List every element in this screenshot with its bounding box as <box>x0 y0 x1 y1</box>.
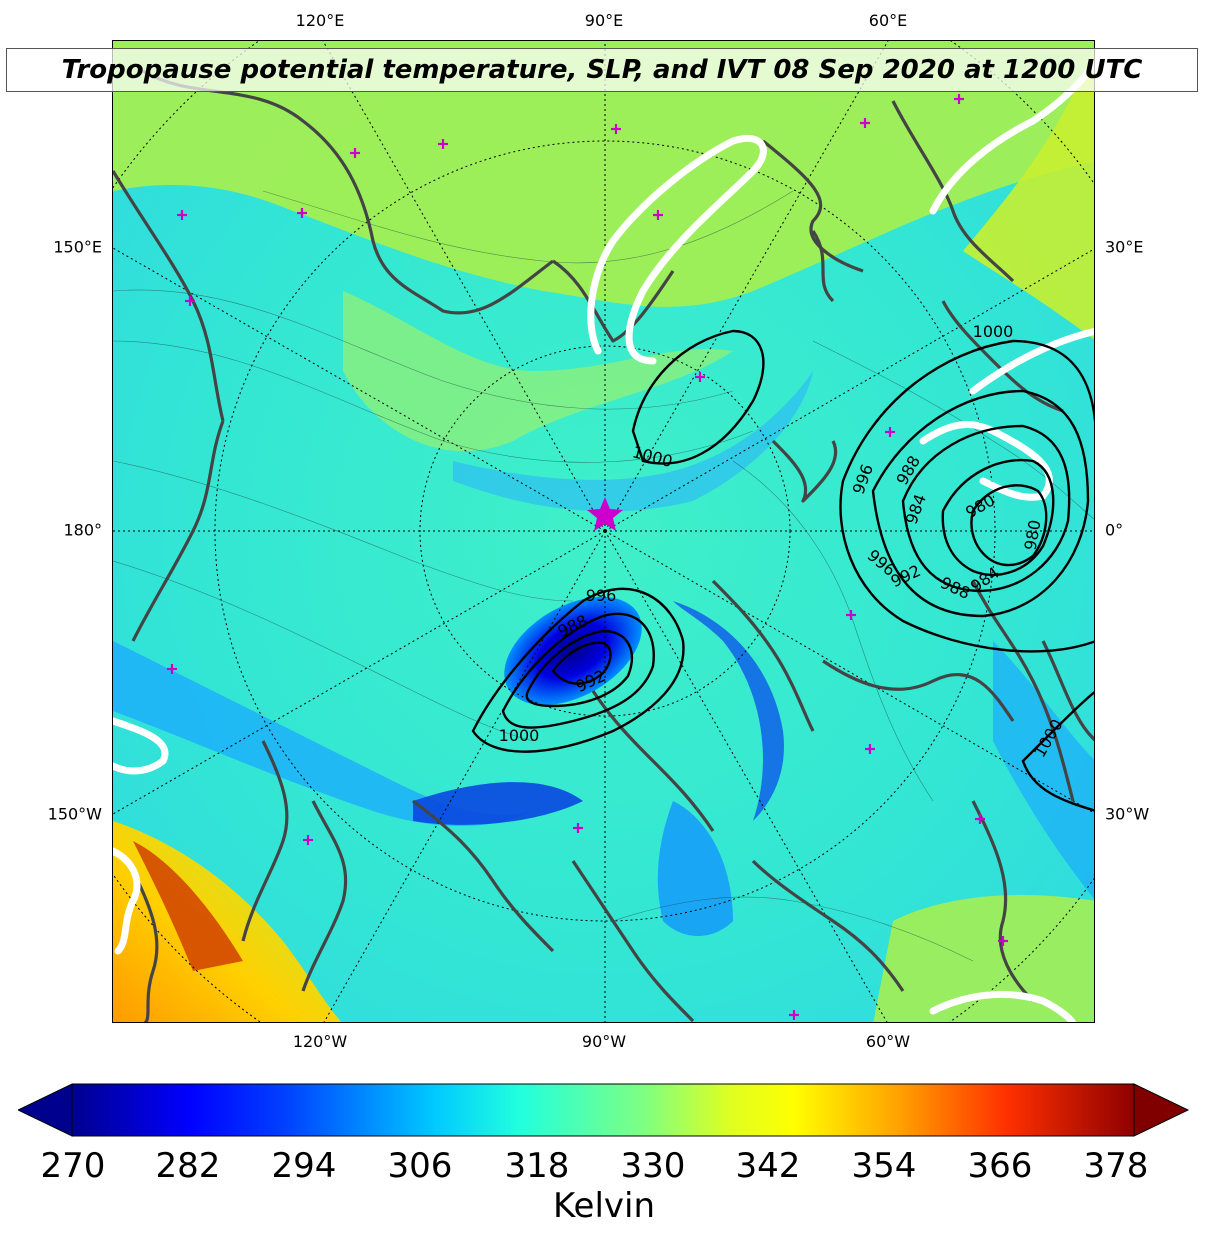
station-markers <box>167 94 1008 1020</box>
lon-label-top-1: 120°E <box>295 11 345 30</box>
colorbar-tick-1: 282 <box>155 1146 221 1186</box>
lon-label-top-3: 60°E <box>868 11 908 30</box>
slp-label-1000-low: 1000 <box>499 726 540 745</box>
plus-icon <box>177 210 187 220</box>
warm-region-southeast <box>873 895 1094 1022</box>
colorbar-tick-3: 306 <box>387 1146 453 1186</box>
plus-icon <box>167 664 177 674</box>
lon-label-left-2: 180° <box>63 520 102 540</box>
colorbar-tick-0: 270 <box>40 1146 106 1186</box>
cold-band-west <box>113 641 533 826</box>
map-canvas: 1000 1000 996 988 992 1000 996 988 984 9… <box>113 41 1094 1022</box>
cold-band-east <box>993 641 1094 899</box>
lon-label-right-2: 0° <box>1105 520 1124 540</box>
coastlines <box>113 69 1094 1022</box>
plus-icon <box>885 427 895 437</box>
plus-icon <box>653 210 663 220</box>
lon-label-top-2: 90°E <box>584 11 624 30</box>
plus-icon <box>846 610 856 620</box>
slp-label-996-low: 996 <box>586 586 617 605</box>
cold-patch-south <box>657 801 733 936</box>
plus-icon <box>954 94 964 104</box>
lon-label-bottom-3: 60°W <box>865 1032 911 1051</box>
warm-ridge-center <box>343 291 733 452</box>
plus-icon <box>297 208 307 218</box>
lon-label-right-3: 30°W <box>1105 804 1150 824</box>
plus-icon <box>998 936 1008 946</box>
colorbar-tick-2: 294 <box>271 1146 337 1186</box>
plus-icon <box>789 1010 799 1020</box>
plus-icon <box>185 296 195 306</box>
colorbar-body <box>71 1083 1135 1137</box>
plus-icon <box>860 118 870 128</box>
colorbar-tick-6: 342 <box>735 1146 801 1186</box>
cold-stripe-north <box>453 371 813 512</box>
colorbar-tick-9: 378 <box>1083 1146 1149 1186</box>
colorbar-tick-7: 354 <box>851 1146 917 1186</box>
slp-contours <box>471 329 1094 812</box>
plus-icon <box>611 124 621 134</box>
colorbar-tick-8: 366 <box>967 1146 1033 1186</box>
colorbar-label: Kelvin <box>552 1186 656 1226</box>
star-icon <box>587 497 623 531</box>
warm-ridge-north <box>113 41 1094 307</box>
cold-arc-low <box>673 601 784 821</box>
lon-label-right-1: 30°E <box>1105 237 1144 257</box>
lon-label-bottom-2: 90°W <box>581 1032 627 1051</box>
colorbar-extend-high <box>1133 1083 1190 1137</box>
hot-core-southwest <box>133 841 243 971</box>
plus-icon <box>573 823 583 833</box>
plus-icon <box>975 814 985 824</box>
lon-label-left-1: 150°E <box>53 237 102 257</box>
colorbar-tick-4: 318 <box>504 1146 570 1186</box>
plus-icon <box>303 835 313 845</box>
colorbar-tick-5: 330 <box>620 1146 686 1186</box>
colorbar-extend-low <box>18 1083 73 1137</box>
plus-icon <box>350 148 360 158</box>
plus-icon <box>438 139 448 149</box>
map-panel: 1000 1000 996 988 992 1000 996 988 984 9… <box>112 40 1095 1023</box>
lon-label-left-3: 150°W <box>47 804 102 824</box>
lon-label-bottom-1: 120°W <box>292 1032 348 1051</box>
map-title-box: Tropopause potential temperature, SLP, a… <box>6 48 1198 92</box>
plus-icon <box>865 744 875 754</box>
map-title: Tropopause potential temperature, SLP, a… <box>61 55 1143 85</box>
colorbar <box>18 1083 1190 1137</box>
slp-label-1000-east: 1000 <box>973 322 1014 341</box>
plus-icon <box>695 372 705 382</box>
graticule <box>113 41 1094 1022</box>
